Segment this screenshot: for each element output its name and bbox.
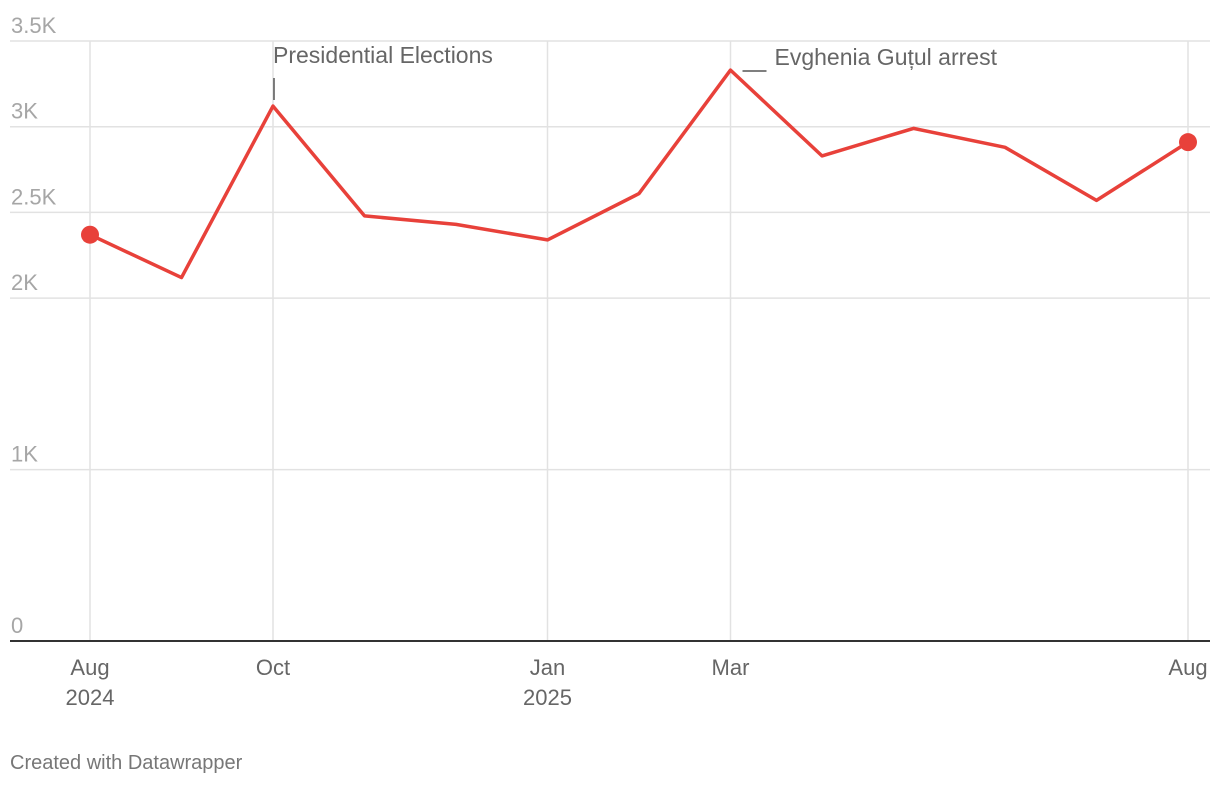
x-tick-label: Mar <box>712 655 750 680</box>
x-tick-label: Oct <box>256 655 290 680</box>
annotation-label: Presidential Elections <box>273 42 493 68</box>
x-tick-year-label: 2025 <box>523 685 572 710</box>
x-axis-labels: Aug 2024 Oct Jan 2025 Mar Aug <box>66 655 1208 710</box>
x-tick-label: Jan <box>530 655 565 680</box>
credit-text: Created with Datawrapper <box>10 752 243 774</box>
y-tick-label: 3K <box>11 99 38 124</box>
x-tick-label: Aug <box>70 655 109 680</box>
x-tick-year-label: 2024 <box>66 685 115 710</box>
y-axis-labels: 3.5K 3K 2.5K 2K 1K 0 <box>11 13 57 638</box>
x-tick-label: Aug <box>1168 655 1207 680</box>
series-line <box>88 68 1190 280</box>
y-tick-label: 3.5K <box>11 13 57 38</box>
end-point-marker <box>1179 133 1197 152</box>
start-point-marker <box>81 225 99 244</box>
y-tick-label: 2K <box>11 270 38 295</box>
annotations: Presidential Elections Evghenia Guțul arr… <box>273 42 998 100</box>
x-gridlines <box>89 41 1189 641</box>
y-tick-label: 2.5K <box>11 184 57 209</box>
y-gridlines <box>10 40 1210 471</box>
line-chart: 3.5K 3K 2.5K 2K 1K 0 Aug 2024 Oct Jan 2025 Mar Aug … <box>10 13 1210 710</box>
y-tick-label: 1K <box>11 442 38 467</box>
annotation-label: Evghenia Guțul arrest <box>775 44 998 70</box>
series-layer <box>81 68 1197 280</box>
y-tick-label: 0 <box>11 613 23 638</box>
